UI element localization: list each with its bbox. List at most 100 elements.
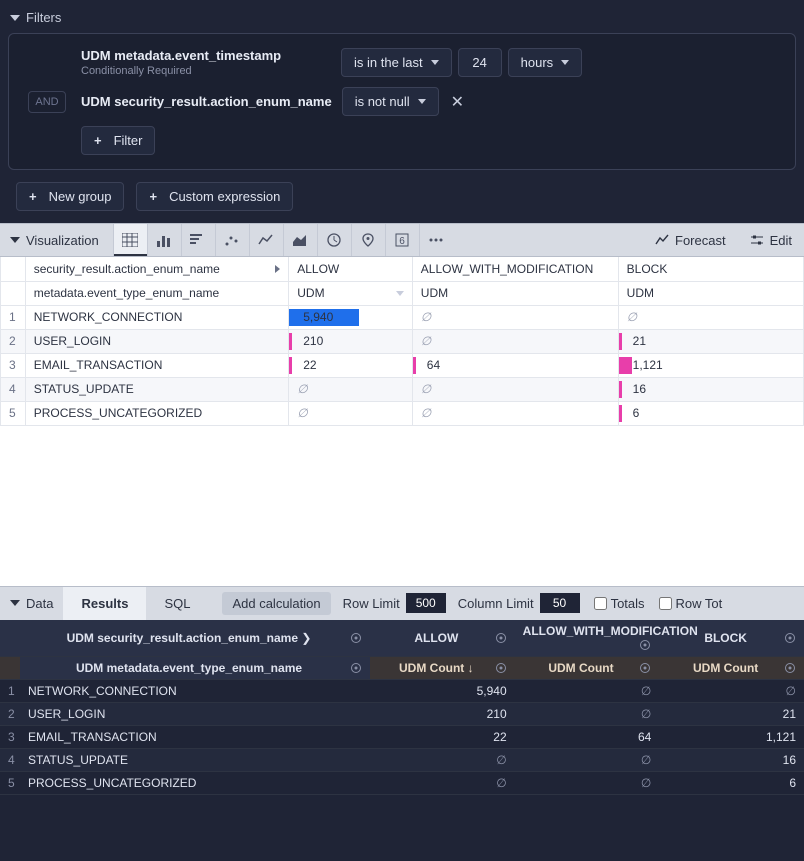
results-cell[interactable]: ∅ [370, 771, 515, 794]
results-cell[interactable]: 64 [515, 725, 660, 748]
tab-results[interactable]: Results [63, 587, 146, 620]
visualization-toggle[interactable]: Visualization [0, 233, 109, 248]
results-cell[interactable]: 21 [659, 702, 804, 725]
grid-cell[interactable]: ∅ [618, 305, 803, 329]
grid-cell[interactable]: ∅ [412, 377, 618, 401]
results-cell[interactable]: ∅ [370, 748, 515, 771]
results-col-header[interactable]: ALLOW [370, 620, 515, 657]
grid-cell[interactable]: ∅ [412, 329, 618, 353]
grid-cell[interactable]: 1,121 [618, 353, 803, 377]
grid-cell[interactable]: 22 [289, 353, 413, 377]
results-measure-header[interactable]: UDM Count [659, 656, 804, 679]
grid-col-pivot[interactable]: ALLOW_WITH_MODIFICATION [412, 257, 618, 281]
grid-cell[interactable]: ∅ [289, 377, 413, 401]
gear-icon[interactable] [350, 631, 362, 645]
results-measure-header[interactable]: UDM Count [515, 656, 660, 679]
grid-cell[interactable]: 64 [412, 353, 618, 377]
gear-icon[interactable] [784, 661, 796, 675]
results-cell[interactable]: 22 [370, 725, 515, 748]
gear-icon[interactable] [495, 661, 507, 675]
grid-row-name[interactable]: NETWORK_CONNECTION [25, 305, 289, 329]
grid-pivot-label[interactable]: security_result.action_enum_name [25, 257, 289, 281]
results-pivot-header[interactable]: UDM security_result.action_enum_name ❯ [20, 620, 370, 657]
and-chip[interactable]: AND [28, 91, 65, 113]
new-group-button[interactable]: + New group [16, 182, 124, 211]
results-cell[interactable]: ∅ [515, 679, 660, 702]
grid-row-name[interactable]: PROCESS_UNCATEGORIZED [25, 401, 289, 425]
grid-row-name[interactable]: STATUS_UPDATE [25, 377, 289, 401]
results-row-name[interactable]: USER_LOGIN [20, 702, 370, 725]
remove-filter-button[interactable]: ✕ [445, 92, 470, 112]
results-col-header[interactable]: ALLOW_WITH_MODIFICATION [515, 620, 660, 657]
tab-sql[interactable]: SQL [146, 587, 208, 620]
results-row-name[interactable]: STATUS_UPDATE [20, 748, 370, 771]
viz-bar-icon[interactable] [147, 224, 181, 256]
gear-icon[interactable] [639, 638, 651, 652]
results-cell[interactable]: ∅ [659, 679, 804, 702]
data-toggle[interactable]: Data [0, 596, 63, 611]
row-totals-checkbox[interactable]: Row Tot [659, 596, 723, 611]
table-row: 3EMAIL_TRANSACTION22641,121 [0, 725, 804, 748]
row-totals-checkbox-input[interactable] [659, 597, 672, 610]
column-limit-input[interactable] [540, 593, 580, 613]
viz-time-icon[interactable] [317, 224, 351, 256]
viz-table-icon[interactable] [113, 224, 147, 256]
viz-scatter-icon[interactable] [215, 224, 249, 256]
totals-checkbox-input[interactable] [594, 597, 607, 610]
results-measure-header[interactable]: UDM Count ↓ [370, 656, 515, 679]
results-row-name[interactable]: NETWORK_CONNECTION [20, 679, 370, 702]
results-cell[interactable]: ∅ [515, 702, 660, 725]
filter-unit-dropdown[interactable]: hours [508, 48, 583, 77]
grid-row-name[interactable]: EMAIL_TRANSACTION [25, 353, 289, 377]
grid-cell[interactable]: 210 [289, 329, 413, 353]
grid-col-pivot[interactable]: ALLOW [289, 257, 413, 281]
results-row-name[interactable]: EMAIL_TRANSACTION [20, 725, 370, 748]
grid-dim-label[interactable]: metadata.event_type_enum_name [25, 281, 289, 305]
grid-cell[interactable]: 21 [618, 329, 803, 353]
results-cell[interactable]: ∅ [515, 748, 660, 771]
viz-area-icon[interactable] [283, 224, 317, 256]
grid-row-name[interactable]: USER_LOGIN [25, 329, 289, 353]
filter-field-block[interactable]: UDM metadata.event_timestamp Conditional… [81, 48, 331, 77]
grid-measure-header[interactable]: UDM [618, 281, 803, 305]
results-cell[interactable]: ∅ [515, 771, 660, 794]
results-cell[interactable]: 6 [659, 771, 804, 794]
results-cell[interactable]: 5,940 [370, 679, 515, 702]
add-calculation-button[interactable]: Add calculation [222, 592, 330, 615]
grid-cell[interactable]: ∅ [412, 305, 618, 329]
viz-column-sorted-icon[interactable] [181, 224, 215, 256]
gear-icon[interactable] [350, 661, 362, 675]
gear-icon[interactable] [495, 631, 507, 645]
grid-cell[interactable]: 6 [618, 401, 803, 425]
grid-measure-header[interactable]: UDM [412, 281, 618, 305]
totals-checkbox[interactable]: Totals [594, 596, 645, 611]
filter-op-dropdown[interactable]: is in the last [341, 48, 452, 77]
grid-cell[interactable]: 5,940 [289, 305, 413, 329]
results-measure-label: UDM Count [399, 661, 464, 675]
edit-button[interactable]: Edit [738, 233, 804, 248]
results-dim-header[interactable]: UDM metadata.event_type_enum_name [20, 656, 370, 679]
results-cell[interactable]: 210 [370, 702, 515, 725]
grid-cell[interactable]: ∅ [289, 401, 413, 425]
results-cell[interactable]: 16 [659, 748, 804, 771]
results-row-name[interactable]: PROCESS_UNCATEGORIZED [20, 771, 370, 794]
forecast-button[interactable]: Forecast [643, 233, 738, 248]
grid-col-pivot[interactable]: BLOCK [618, 257, 803, 281]
results-cell[interactable]: 1,121 [659, 725, 804, 748]
filter-value-input[interactable]: 24 [458, 48, 502, 77]
filters-toggle[interactable]: Filters [8, 6, 796, 33]
viz-more-icon[interactable] [419, 224, 453, 256]
grid-cell[interactable]: ∅ [412, 401, 618, 425]
viz-line-icon[interactable] [249, 224, 283, 256]
filter-op-dropdown[interactable]: is not null [342, 87, 439, 116]
grid-measure-header[interactable]: UDM [289, 281, 413, 305]
grid-cell[interactable]: 16 [618, 377, 803, 401]
row-limit-input[interactable] [406, 593, 446, 613]
gear-icon[interactable] [639, 661, 651, 675]
filter-field-block[interactable]: UDM security_result.action_enum_name [81, 94, 332, 109]
gear-icon[interactable] [784, 631, 796, 645]
custom-expression-button[interactable]: + Custom expression [136, 182, 293, 211]
add-filter-button[interactable]: + Filter [81, 126, 155, 155]
viz-map-icon[interactable] [351, 224, 385, 256]
viz-single-value-icon[interactable]: 6 [385, 224, 419, 256]
